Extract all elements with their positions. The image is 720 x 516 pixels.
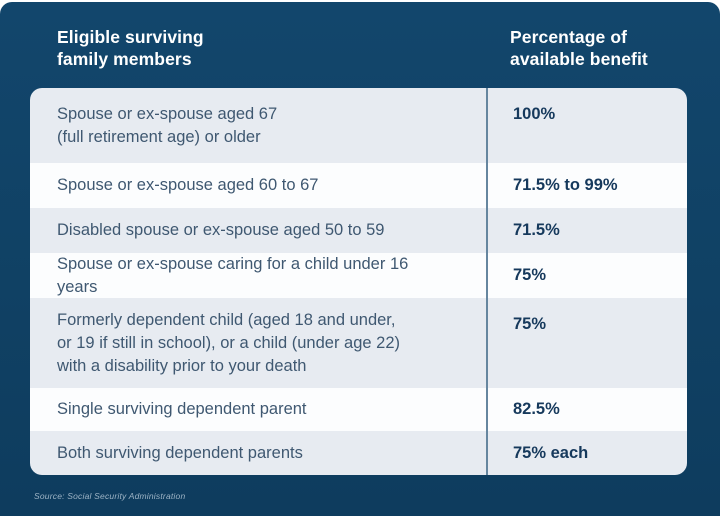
table-row: Spouse or ex-spouse caring for a child u… bbox=[30, 253, 687, 298]
benefits-table: Spouse or ex-spouse aged 67 (full retire… bbox=[30, 88, 687, 475]
member-cell: Spouse or ex-spouse aged 67 (full retire… bbox=[57, 104, 278, 146]
column-header-benefit: Percentage of available benefit bbox=[510, 27, 648, 69]
benefit-cell: 100% bbox=[513, 105, 556, 123]
column-header-members: Eligible surviving family members bbox=[57, 27, 204, 69]
benefit-cell: 82.5% bbox=[513, 400, 560, 418]
benefit-cell: 75% each bbox=[513, 443, 589, 462]
member-cell: Single surviving dependent parent bbox=[57, 400, 307, 418]
table-row: Spouse or ex-spouse aged 60 to 67 71.5% … bbox=[30, 163, 687, 208]
table-row: Formerly dependent child (aged 18 and un… bbox=[30, 298, 687, 388]
benefit-cell: 75% bbox=[513, 266, 547, 284]
member-cell: Formerly dependent child (aged 18 and un… bbox=[57, 310, 401, 375]
table-row: Spouse or ex-spouse aged 67 (full retire… bbox=[30, 88, 687, 163]
benefit-cell: 71.5% bbox=[513, 221, 560, 239]
benefit-cell: 75% bbox=[513, 315, 547, 333]
member-cell: Spouse or ex-spouse aged 60 to 67 bbox=[57, 176, 319, 194]
member-cell: Spouse or ex-spouse caring for a child u… bbox=[57, 254, 409, 296]
table-row: Disabled spouse or ex-spouse aged 50 to … bbox=[30, 208, 687, 253]
table-row: Both surviving dependent parents 75% eac… bbox=[30, 431, 687, 475]
member-cell: Both surviving dependent parents bbox=[57, 443, 303, 462]
source-note: Source: Social Security Administration bbox=[34, 491, 186, 501]
member-cell: Disabled spouse or ex-spouse aged 50 to … bbox=[57, 221, 385, 239]
column-divider bbox=[486, 88, 488, 475]
benefit-cell: 71.5% to 99% bbox=[513, 176, 618, 194]
table-row: Single surviving dependent parent 82.5% bbox=[30, 388, 687, 431]
